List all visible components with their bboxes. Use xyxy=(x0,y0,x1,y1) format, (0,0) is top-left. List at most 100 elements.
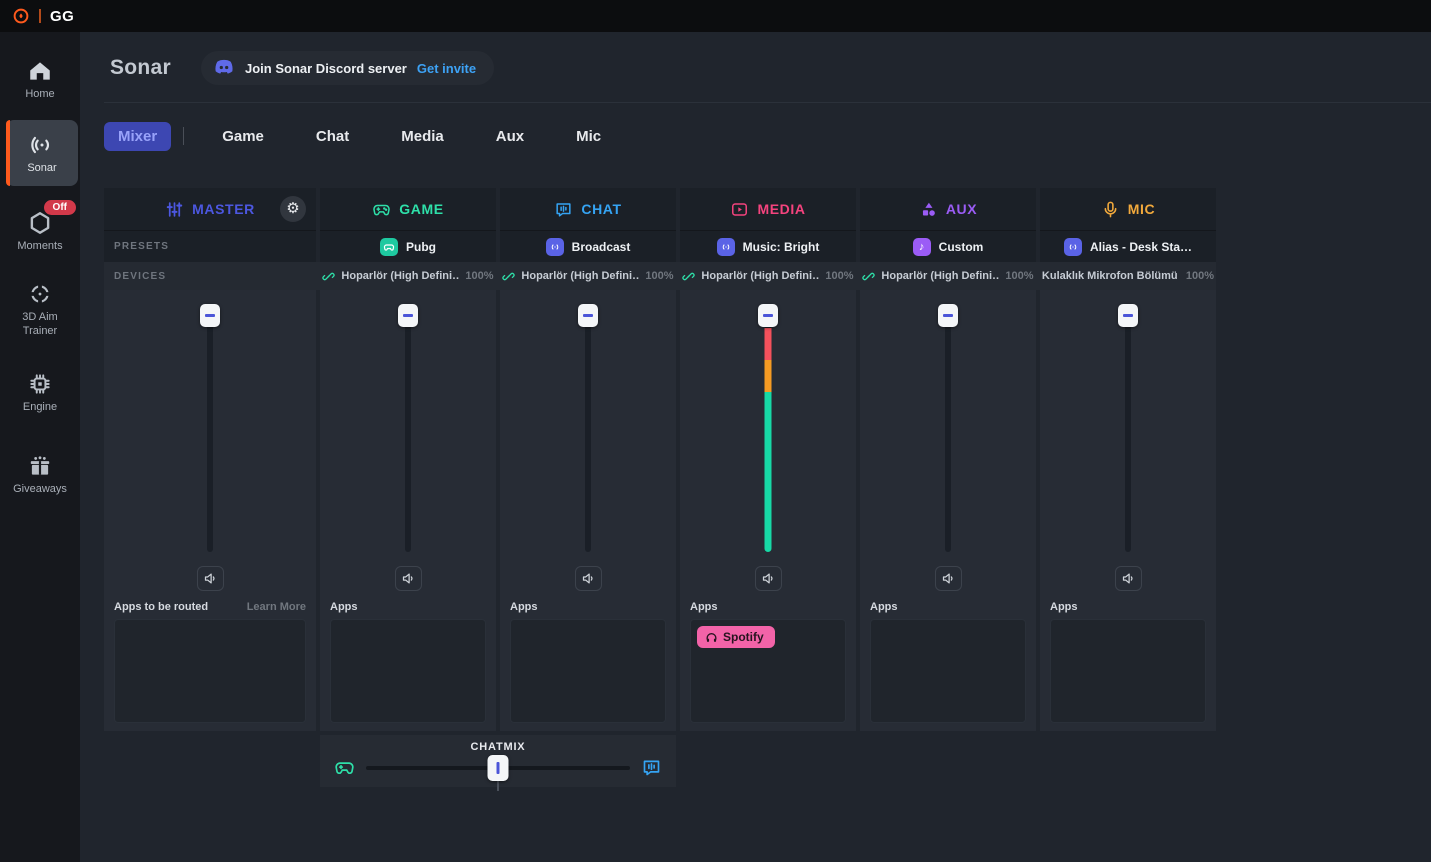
device-selector-chat[interactable]: Hoparlör (High Defini… 100% xyxy=(500,262,676,290)
sidebar-item-engine[interactable]: Engine xyxy=(0,363,80,423)
sidebar-item-sonar[interactable]: Sonar xyxy=(6,119,78,186)
channel-title: MIC xyxy=(1127,201,1156,217)
mixer-grid: MASTER ⚙ PRESETS DEVICES xyxy=(104,188,1216,731)
apps-dropzone-media[interactable]: Spotify xyxy=(690,619,846,723)
apps-label: Apps xyxy=(510,601,538,613)
tab-separator xyxy=(183,127,185,145)
tab-mixer[interactable]: Mixer xyxy=(104,121,172,151)
faders-icon xyxy=(165,200,184,219)
sidebar: Home Sonar Off Moments xyxy=(0,32,80,862)
sonar-icon xyxy=(1063,237,1082,256)
slider-handle[interactable] xyxy=(398,304,418,327)
sidebar-item-3d-aim-trainer[interactable]: 3D Aim Trainer xyxy=(0,273,80,347)
chat-voice-icon xyxy=(641,757,662,778)
device-selector-mic[interactable]: Kulaklık Mikrofon Bölümü … 100% xyxy=(1040,262,1216,290)
tab-aux[interactable]: Aux xyxy=(495,127,525,145)
speaker-icon xyxy=(1121,571,1136,586)
channel-header-media: MEDIA xyxy=(680,188,856,230)
mute-button-mic[interactable] xyxy=(1114,566,1142,591)
gamepad-icon xyxy=(372,200,391,219)
channel-title: GAME xyxy=(399,201,444,217)
crosshair-target-icon xyxy=(27,281,53,307)
preset-selector-game[interactable]: Pubg xyxy=(320,230,496,262)
preset-selector-media[interactable]: Music: Bright xyxy=(680,230,856,262)
volume-slider-mic[interactable] xyxy=(1040,290,1216,554)
sonar-tabs: Mixer Game Chat Media Aux Mic xyxy=(104,120,1431,152)
speaker-icon xyxy=(941,571,956,586)
slider-handle[interactable] xyxy=(1118,304,1138,327)
channel-title: MASTER xyxy=(192,201,255,217)
device-selector-aux[interactable]: Hoparlör (High Defini… 100% xyxy=(860,262,1036,290)
apps-dropzone-game[interactable] xyxy=(330,619,486,723)
volume-slider-chat[interactable] xyxy=(500,290,676,554)
link-icon xyxy=(682,270,696,283)
gear-icon: ⚙ xyxy=(286,200,300,217)
preset-selector-aux[interactable]: ♪ Custom xyxy=(860,230,1036,262)
preset-selector-mic[interactable]: Alias - Desk Sta… xyxy=(1040,230,1216,262)
active-indicator xyxy=(6,119,10,186)
app-chip-spotify[interactable]: Spotify xyxy=(697,626,775,648)
volume-meter-media xyxy=(764,328,772,552)
channel-header-aux: AUX xyxy=(860,188,1036,230)
topbar-divider xyxy=(39,9,41,23)
link-icon xyxy=(862,270,876,283)
slider-track xyxy=(585,316,591,552)
headphones-icon xyxy=(705,631,718,644)
learn-more-link[interactable]: Learn More xyxy=(246,601,306,613)
sidebar-item-giveaways[interactable]: Giveaways xyxy=(0,445,80,505)
device-selector-game[interactable]: Hoparlör (High Defini… 100% xyxy=(320,262,496,290)
discord-icon xyxy=(213,59,235,77)
volume-slider-game[interactable] xyxy=(320,290,496,554)
speaker-icon xyxy=(581,571,596,586)
microphone-icon xyxy=(1101,200,1120,219)
moments-hexagon-icon xyxy=(27,210,53,236)
slider-track xyxy=(207,316,213,552)
mute-button-game[interactable] xyxy=(394,566,422,591)
tab-game[interactable]: Game xyxy=(222,127,264,145)
apps-dropzone-mic[interactable] xyxy=(1050,619,1206,723)
mute-button-aux[interactable] xyxy=(934,566,962,591)
slider-handle[interactable] xyxy=(758,304,778,327)
chatmix-slider[interactable] xyxy=(366,754,630,791)
volume-slider-master[interactable] xyxy=(104,290,316,554)
chatmix-handle[interactable] xyxy=(487,754,509,781)
devices-row-label: DEVICES xyxy=(104,262,316,290)
preset-selector-chat[interactable]: Broadcast xyxy=(500,230,676,262)
apps-dropzone-aux[interactable] xyxy=(870,619,1026,723)
device-selector-media[interactable]: Hoparlör (High Defini… 100% xyxy=(680,262,856,290)
slider-handle[interactable] xyxy=(578,304,598,327)
get-invite-link[interactable]: Get invite xyxy=(416,60,477,76)
mute-button-chat[interactable] xyxy=(574,566,602,591)
sonar-icon xyxy=(545,237,564,256)
slider-handle[interactable] xyxy=(938,304,958,327)
slider-handle[interactable] xyxy=(200,304,220,327)
apps-label: Apps xyxy=(1050,601,1078,613)
master-settings-button[interactable]: ⚙ xyxy=(280,196,306,222)
mute-button-media[interactable] xyxy=(754,566,782,591)
channel-header-mic: MIC xyxy=(1040,188,1216,230)
header-divider xyxy=(104,102,1431,103)
mute-button-master[interactable] xyxy=(196,566,224,591)
tab-mic[interactable]: Mic xyxy=(576,127,602,145)
channel-header-game: GAME xyxy=(320,188,496,230)
mixer-column-mic: MIC Alias - Desk Sta… Kulaklık Mikrofon … xyxy=(1040,188,1216,731)
off-badge: Off xyxy=(43,199,76,215)
apps-label: Apps xyxy=(330,601,358,613)
slider-track xyxy=(405,316,411,552)
top-bar: GG xyxy=(0,0,1431,32)
speaker-icon xyxy=(203,571,218,586)
discord-invite-pill[interactable]: Join Sonar Discord server Get invite xyxy=(201,51,495,85)
mixer-column-chat: CHAT Broadcast Hoparlör (High Defini… xyxy=(500,188,676,731)
volume-slider-aux[interactable] xyxy=(860,290,1036,554)
tab-chat[interactable]: Chat xyxy=(315,127,350,145)
apps-dropzone-master[interactable] xyxy=(114,619,306,723)
apps-dropzone-chat[interactable] xyxy=(510,619,666,723)
chatmix-panel: CHATMIX xyxy=(320,735,676,791)
volume-slider-media[interactable] xyxy=(680,290,856,554)
gg-brand: GG xyxy=(50,7,75,25)
tab-media[interactable]: Media xyxy=(401,127,444,145)
sidebar-item-moments[interactable]: Off Moments xyxy=(0,199,80,262)
chip-icon xyxy=(27,371,53,397)
channel-title: AUX xyxy=(945,201,978,217)
sidebar-item-home[interactable]: Home xyxy=(0,50,80,110)
